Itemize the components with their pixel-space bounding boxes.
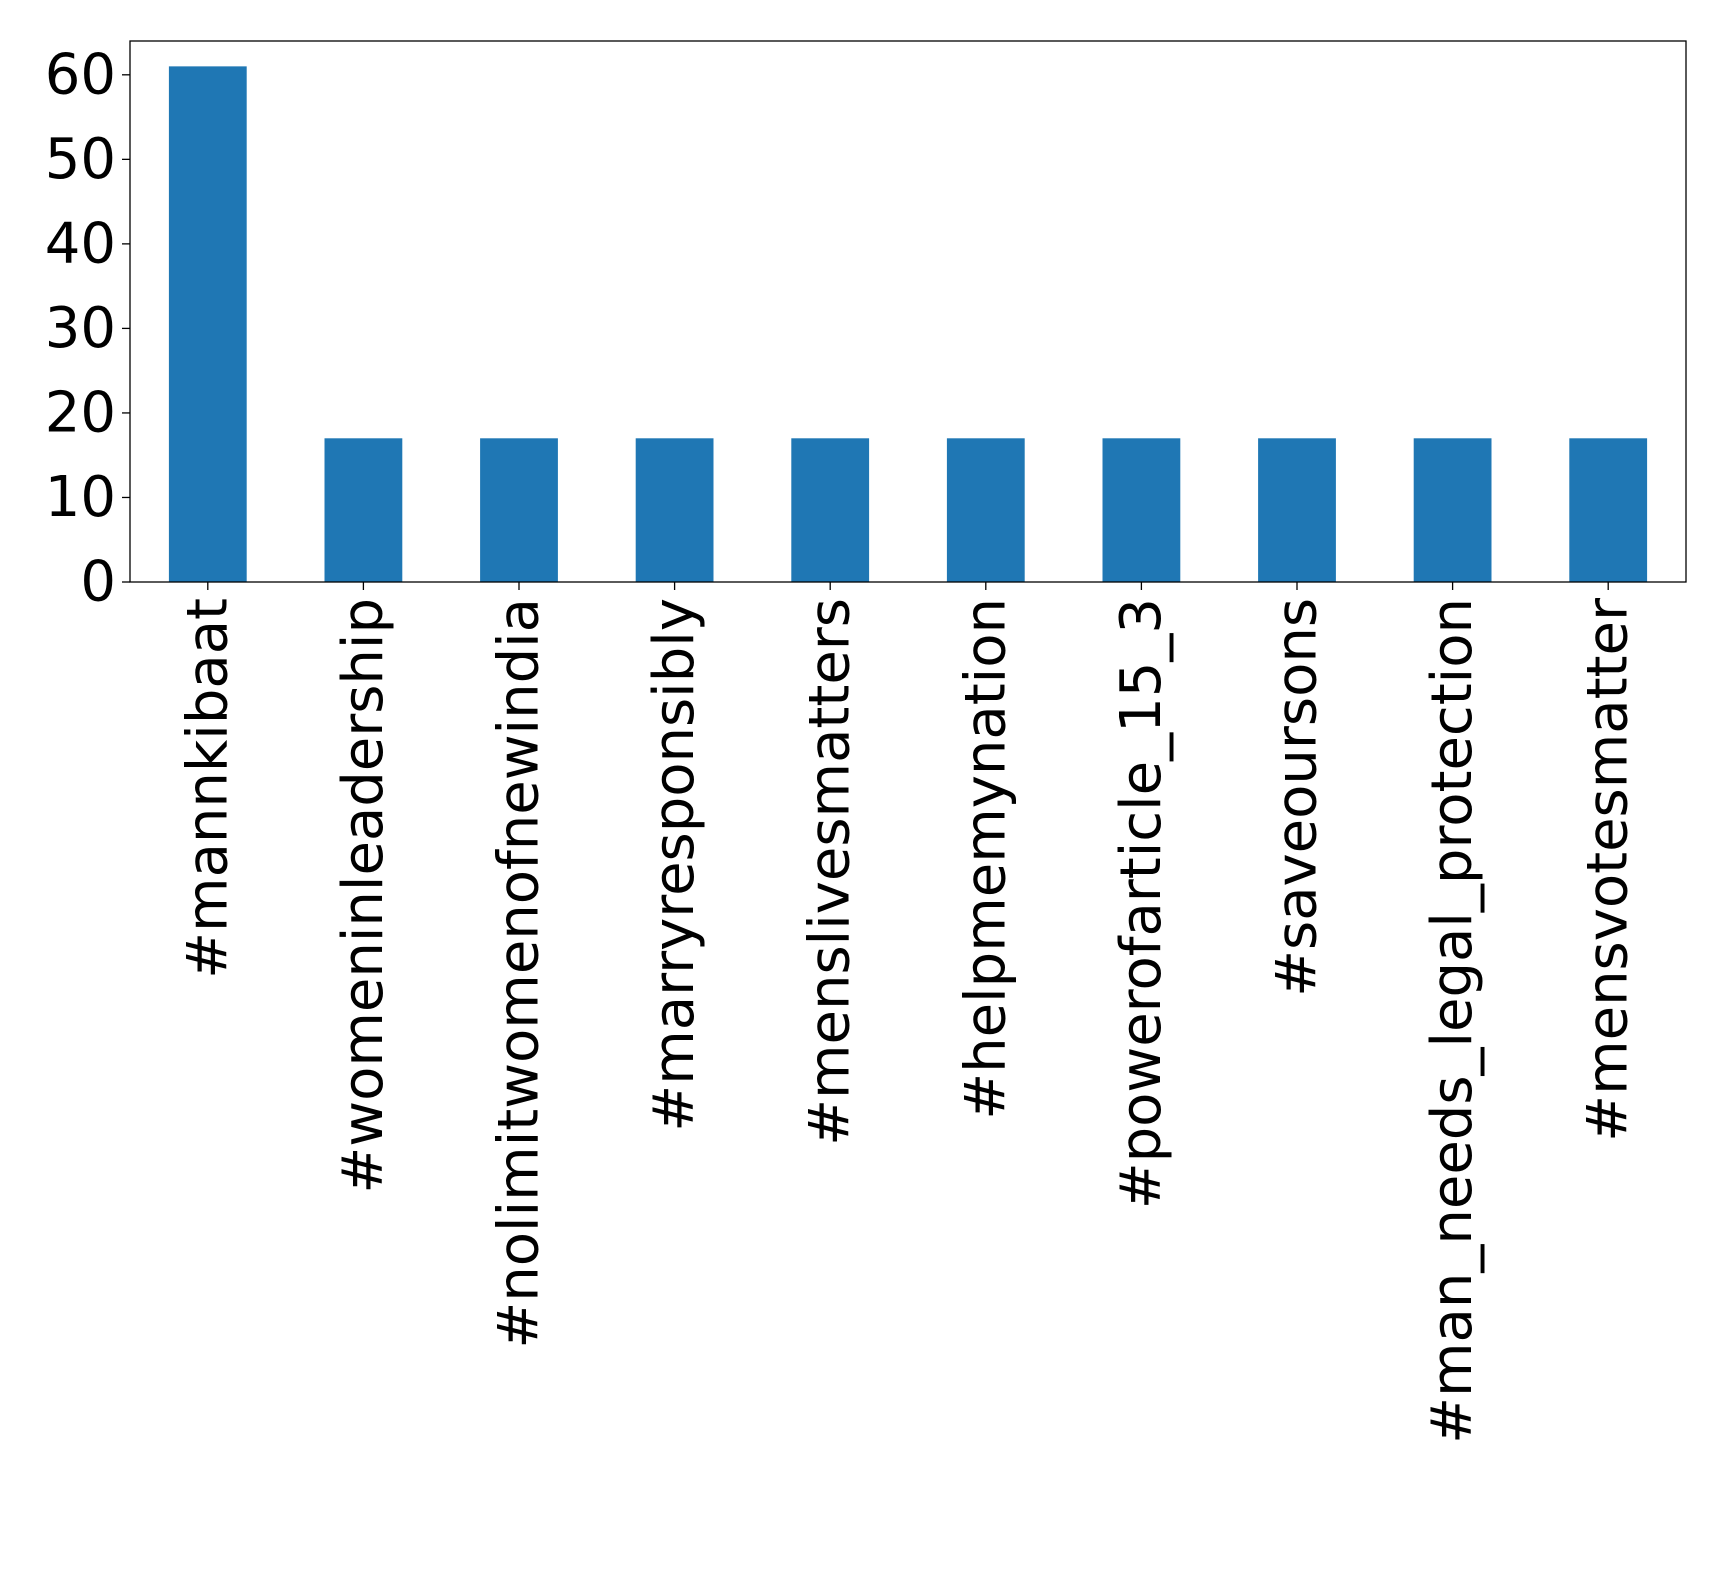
y-tick-label: 10 (45, 465, 116, 530)
bar (1258, 438, 1336, 582)
x-tick-label: #mensvotesmatter (1576, 597, 1641, 1142)
x-tick-label: #mannkibaat (175, 598, 240, 979)
y-tick-label: 0 (80, 550, 116, 615)
plot-frame (129, 40, 1687, 583)
bar (480, 438, 558, 582)
x-tick-label: #saveoursons (1265, 598, 1330, 997)
y-tick-label: 60 (45, 42, 116, 107)
y-tick-label: 20 (45, 380, 116, 445)
x-tick-label: #menslivesmatters (798, 598, 863, 1146)
bar (1569, 438, 1648, 582)
bar (324, 438, 403, 582)
bar (1102, 438, 1181, 582)
bar (946, 438, 1025, 582)
y-tick-label: 30 (45, 296, 116, 361)
bars-group (168, 66, 1648, 582)
x-tick-label: #powerofarticle_15_3 (1109, 598, 1174, 1209)
y-tick-label: 40 (45, 211, 116, 276)
x-tick-label: #womeninleadership (331, 598, 396, 1194)
bar (791, 438, 870, 582)
bar (1413, 438, 1492, 582)
x-tick-label: #helpmemynation (953, 598, 1018, 1120)
x-tick-label: #man_needs_legal_protection (1420, 598, 1485, 1444)
x-tick-label: #marryresponsibly (642, 598, 707, 1132)
x-tick-label: #nolimitwomenofnewindia (487, 598, 552, 1349)
y-tick-label: 50 (45, 127, 116, 192)
ticks-group: #mannkibaat #womeninleadership #nolimitwom… (45, 42, 1641, 1444)
bar (168, 66, 247, 582)
bar (635, 438, 714, 582)
